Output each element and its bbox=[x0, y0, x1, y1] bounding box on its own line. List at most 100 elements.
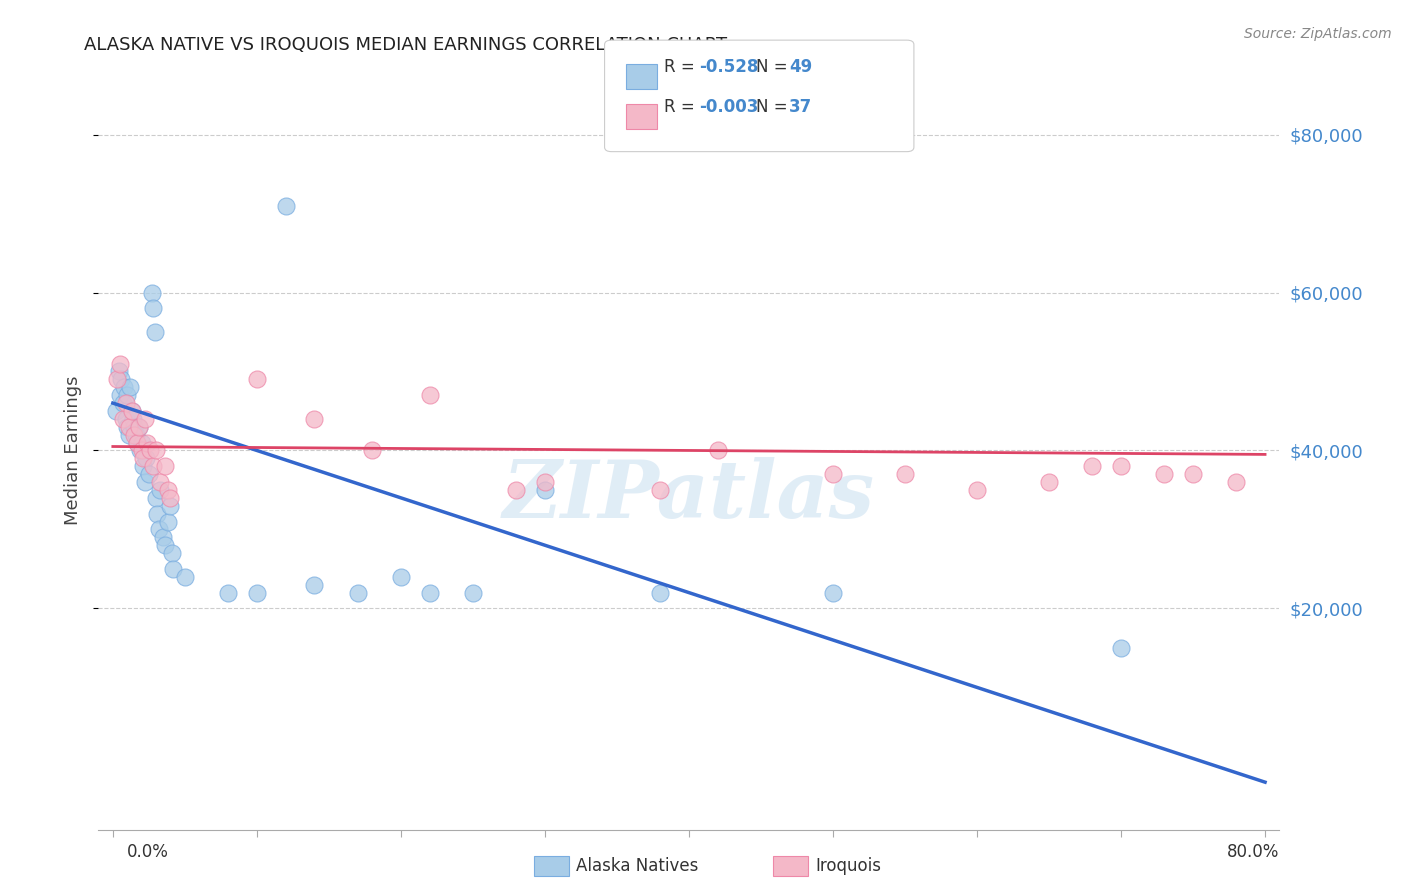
Text: Source: ZipAtlas.com: Source: ZipAtlas.com bbox=[1244, 27, 1392, 41]
Point bbox=[118, 427, 141, 442]
Text: ZIPatlas: ZIPatlas bbox=[503, 458, 875, 534]
Point bbox=[115, 388, 138, 402]
Point bbox=[134, 475, 156, 489]
Point bbox=[134, 412, 156, 426]
Point bbox=[246, 372, 269, 386]
Point bbox=[120, 380, 142, 394]
Point bbox=[112, 380, 135, 394]
Point bbox=[108, 357, 131, 371]
Point bbox=[142, 459, 165, 474]
Point bbox=[132, 459, 155, 474]
Point bbox=[145, 443, 167, 458]
Point bbox=[124, 419, 146, 434]
Point bbox=[706, 443, 728, 458]
Point bbox=[107, 364, 129, 378]
Point bbox=[1153, 467, 1175, 482]
Point bbox=[138, 467, 160, 482]
Point bbox=[111, 412, 134, 426]
Point bbox=[1109, 459, 1132, 474]
Point bbox=[114, 412, 136, 426]
Point bbox=[153, 459, 176, 474]
Point bbox=[110, 372, 132, 386]
Point bbox=[146, 507, 169, 521]
Point bbox=[129, 443, 152, 458]
Point bbox=[160, 546, 183, 560]
Point bbox=[115, 419, 138, 434]
Point bbox=[534, 483, 557, 497]
Point bbox=[108, 388, 131, 402]
Point bbox=[128, 419, 150, 434]
Point bbox=[141, 285, 163, 300]
Point bbox=[121, 404, 143, 418]
Point bbox=[162, 562, 184, 576]
Text: 0.0%: 0.0% bbox=[127, 843, 169, 861]
Point bbox=[111, 396, 134, 410]
Point bbox=[127, 435, 149, 450]
Point bbox=[128, 419, 150, 434]
Point bbox=[136, 435, 159, 450]
Point bbox=[894, 467, 917, 482]
Text: ALASKA NATIVE VS IROQUOIS MEDIAN EARNINGS CORRELATION CHART: ALASKA NATIVE VS IROQUOIS MEDIAN EARNING… bbox=[84, 36, 727, 54]
Point bbox=[173, 570, 195, 584]
Text: 80.0%: 80.0% bbox=[1227, 843, 1279, 861]
Point bbox=[821, 585, 844, 599]
Point bbox=[650, 483, 672, 497]
Point bbox=[135, 451, 157, 466]
Point bbox=[114, 396, 136, 410]
Point bbox=[1038, 475, 1060, 489]
Point bbox=[152, 530, 174, 544]
Text: Iroquois: Iroquois bbox=[815, 857, 882, 875]
Point bbox=[125, 427, 148, 442]
Point bbox=[1182, 467, 1205, 482]
Point bbox=[124, 427, 146, 442]
Point bbox=[217, 585, 239, 599]
Text: R =: R = bbox=[664, 58, 700, 76]
Point bbox=[346, 585, 368, 599]
Text: N =: N = bbox=[756, 58, 793, 76]
Point bbox=[389, 570, 412, 584]
Point bbox=[121, 404, 143, 418]
Y-axis label: Median Earnings: Median Earnings bbox=[65, 376, 83, 525]
Point bbox=[1225, 475, 1247, 489]
Point bbox=[419, 585, 441, 599]
Point bbox=[156, 515, 179, 529]
Point bbox=[159, 499, 181, 513]
Point bbox=[246, 585, 269, 599]
Point bbox=[304, 578, 326, 592]
Point bbox=[821, 467, 844, 482]
Text: -0.003: -0.003 bbox=[699, 98, 758, 116]
Point bbox=[105, 372, 128, 386]
Point bbox=[149, 475, 172, 489]
Point bbox=[142, 301, 165, 316]
Point bbox=[461, 585, 484, 599]
Text: R =: R = bbox=[664, 98, 700, 116]
Point bbox=[274, 199, 297, 213]
Point bbox=[132, 451, 155, 466]
Point bbox=[149, 483, 172, 497]
Point bbox=[156, 483, 179, 497]
Text: 37: 37 bbox=[789, 98, 813, 116]
Text: 49: 49 bbox=[789, 58, 813, 76]
Point bbox=[127, 435, 149, 450]
Point bbox=[145, 491, 167, 505]
Point bbox=[131, 443, 153, 458]
Point bbox=[122, 412, 145, 426]
Point bbox=[1081, 459, 1104, 474]
Point bbox=[148, 523, 170, 537]
Point bbox=[153, 538, 176, 552]
Point bbox=[1109, 640, 1132, 655]
Point bbox=[143, 325, 166, 339]
Point bbox=[131, 435, 153, 450]
Point bbox=[966, 483, 988, 497]
Text: -0.528: -0.528 bbox=[699, 58, 758, 76]
Text: N =: N = bbox=[756, 98, 793, 116]
Text: Alaska Natives: Alaska Natives bbox=[576, 857, 699, 875]
Point bbox=[419, 388, 441, 402]
Point bbox=[118, 419, 141, 434]
Point bbox=[534, 475, 557, 489]
Point bbox=[650, 585, 672, 599]
Point bbox=[104, 404, 127, 418]
Point bbox=[361, 443, 384, 458]
Point bbox=[139, 443, 162, 458]
Point bbox=[159, 491, 181, 505]
